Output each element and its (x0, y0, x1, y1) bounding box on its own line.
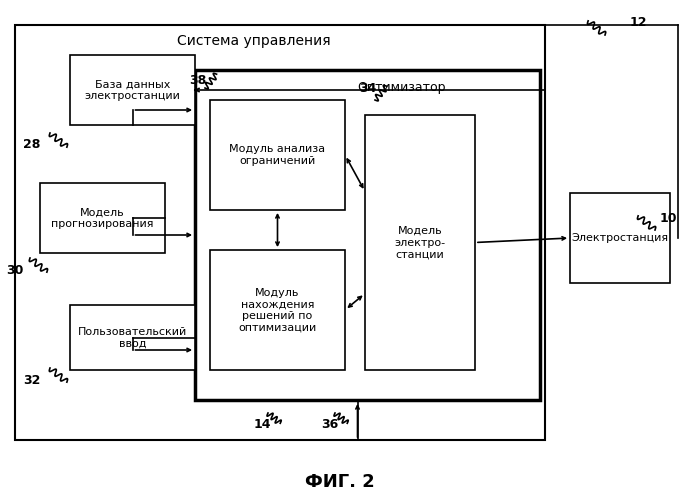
Bar (70, 305, 195, 370)
Bar (365, 115, 475, 370)
Text: Модуль
нахождения
решений по
оптимизации: Модуль нахождения решений по оптимизации (239, 288, 317, 333)
Text: 32: 32 (23, 374, 41, 386)
Bar (195, 70, 540, 400)
Text: 36: 36 (322, 418, 339, 432)
Bar (70, 55, 195, 125)
Text: Модель
прогнозирования: Модель прогнозирования (51, 207, 154, 229)
Text: Оптимизатор: Оптимизатор (358, 82, 446, 94)
Text: 10: 10 (659, 212, 677, 224)
Text: 34: 34 (359, 82, 377, 94)
Text: 14: 14 (253, 418, 271, 432)
Text: 38: 38 (189, 74, 207, 86)
Bar (570, 193, 670, 283)
Text: Пользовательский
ввод: Пользовательский ввод (78, 326, 187, 348)
Text: Модель
электро-
станции: Модель электро- станции (394, 226, 445, 259)
Text: База данных
электростанции: База данных электростанции (84, 79, 180, 101)
Bar (15, 25, 545, 440)
Text: Модуль анализа
ограничений: Модуль анализа ограничений (229, 144, 326, 166)
Bar (210, 250, 345, 370)
Text: Электростанция: Электростанция (571, 233, 668, 243)
Bar (210, 100, 345, 210)
Text: Система управления: Система управления (177, 34, 330, 48)
Text: ФИГ. 2: ФИГ. 2 (305, 473, 375, 491)
Bar (40, 183, 165, 253)
Text: 28: 28 (23, 138, 41, 151)
Text: 12: 12 (629, 16, 647, 28)
Text: 30: 30 (6, 264, 24, 276)
